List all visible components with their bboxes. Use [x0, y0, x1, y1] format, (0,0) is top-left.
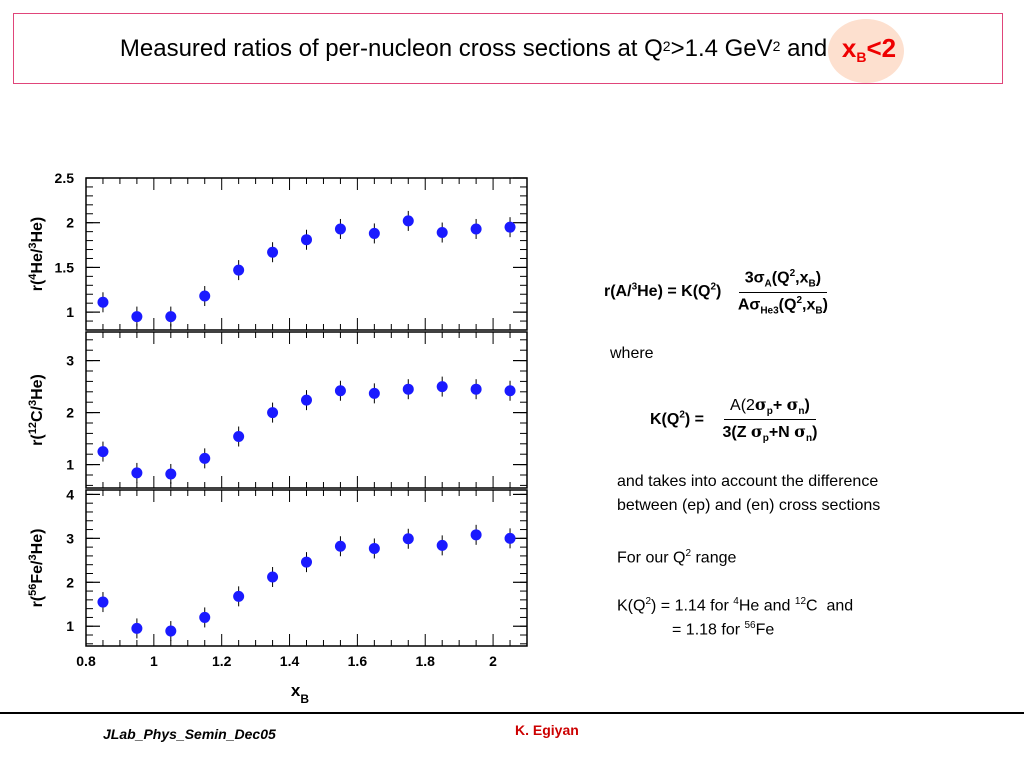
data-point: [470, 223, 482, 235]
data-point: [402, 215, 414, 227]
y-tick-label: 2.5: [55, 170, 75, 186]
data-point: [267, 571, 279, 583]
data-point: [504, 221, 516, 233]
x-tick-label: 1.6: [348, 653, 368, 669]
data-point: [301, 394, 312, 406]
note-line: between (ep) and (en) cross sections: [617, 497, 881, 514]
slide-title: Measured ratios of per-nucleon cross sec…: [14, 14, 1002, 83]
xb-highlight-bubble: [827, 18, 904, 83]
x-axis-label: xB: [291, 681, 309, 706]
x-tick-label: 1.8: [415, 653, 435, 669]
y-axis-label: r(56Fe/3He): [27, 529, 46, 608]
y-tick-label: 3: [66, 530, 74, 546]
data-point: [504, 532, 516, 544]
y-tick-label: 2: [66, 405, 74, 421]
title-sup: 2: [662, 37, 671, 54]
xb-condition: xB<2: [841, 32, 897, 65]
data-point: [436, 227, 448, 239]
title-mid-text: >1.4 GeV: [670, 34, 773, 62]
data-point: [402, 383, 414, 395]
xb-highlight: xB<2: [827, 18, 904, 83]
data-point: [233, 264, 245, 276]
data-point: [165, 468, 177, 480]
x-tick-label: 1.4: [280, 653, 300, 669]
data-point: [301, 556, 312, 568]
data-point: [165, 311, 177, 323]
where-label: where: [610, 345, 654, 362]
data-point: [267, 246, 279, 258]
data-point: [199, 452, 211, 464]
formula-ratio: r(A/3He) = K(Q2) 3σA(Q2,xB) AσHe3(Q2,xB): [604, 268, 834, 316]
data-point: [368, 387, 380, 399]
title-main-text: Measured ratios of per-nucleon cross sec…: [119, 34, 663, 62]
y-tick-label: 1.5: [55, 259, 75, 275]
data-point: [301, 234, 312, 246]
data-point: [436, 381, 448, 393]
data-point: [334, 223, 346, 235]
note-line: For our Q2 range: [617, 548, 737, 567]
x-tick-label: 1: [150, 653, 158, 669]
formula-ratio-fraction: 3σA(Q2,xB) AσHe3(Q2,xB): [737, 268, 828, 317]
panel-frame: [85, 177, 528, 331]
data-point: [97, 446, 109, 458]
footer-divider: [0, 712, 1024, 714]
y-tick-label: 2: [66, 574, 74, 590]
data-point: [504, 385, 516, 397]
data-point: [368, 227, 380, 239]
y-tick-label: 3: [66, 353, 74, 369]
data-point: [436, 539, 448, 551]
y-tick-label: 1: [66, 304, 74, 320]
data-point: [368, 542, 380, 554]
data-point: [470, 383, 482, 395]
data-point: [131, 467, 143, 479]
x-tick-label: 2: [489, 653, 497, 669]
title-box: Measured ratios of per-nucleon cross sec…: [13, 13, 1003, 84]
x-tick-label: 1.2: [212, 653, 232, 669]
x-tick-label: 0.8: [76, 653, 96, 669]
y-axis-label: r(4He/3He): [27, 217, 46, 292]
formula-k-factor: K(Q2) = A(2σp+ σn) 3(Z σp+N σn): [650, 395, 823, 444]
note-line: K(Q2) = 1.14 for 4He and 12C and: [617, 596, 854, 615]
data-point: [97, 296, 109, 308]
data-point: [233, 590, 245, 602]
footer-author: K. Egiyan: [515, 722, 579, 738]
data-point: [131, 622, 143, 634]
title-sup: 2: [772, 37, 781, 54]
data-point: [267, 407, 279, 419]
note-line: and takes into account the difference: [617, 473, 879, 490]
data-point: [233, 431, 245, 443]
data-point: [402, 533, 414, 545]
y-tick-label: 2: [66, 215, 74, 231]
data-point: [97, 596, 109, 608]
data-point: [334, 540, 346, 552]
y-tick-label: 1: [66, 457, 74, 473]
formula-k-fraction: A(2σp+ σn) 3(Z σp+N σn): [722, 395, 818, 445]
data-point: [199, 290, 211, 302]
footer-talk-id: JLab_Phys_Semin_Dec05: [103, 726, 276, 742]
y-tick-label: 1: [66, 618, 74, 634]
data-point: [334, 385, 346, 397]
note-line: = 1.18 for 56Fe: [672, 620, 775, 639]
data-point: [131, 311, 143, 323]
y-axis-label: r(12C/3He): [27, 374, 46, 446]
data-point: [165, 625, 177, 637]
y-tick-label: 4: [66, 486, 74, 502]
data-point: [470, 529, 482, 541]
title-and: and: [780, 34, 834, 62]
data-point: [199, 611, 211, 623]
